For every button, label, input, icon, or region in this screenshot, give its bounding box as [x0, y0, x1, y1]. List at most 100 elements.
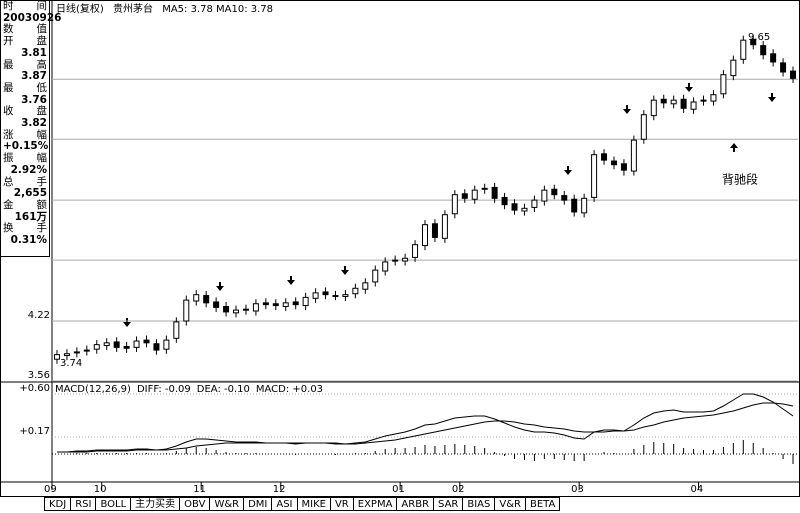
- candle-body: [252, 303, 259, 312]
- candle-body: [342, 294, 349, 297]
- candle-body: [83, 349, 90, 352]
- legend-entry: MACD: +0.03: [256, 384, 323, 395]
- candle-body: [620, 163, 627, 171]
- candle-body: [431, 223, 438, 238]
- annotation: 9.65: [748, 32, 770, 43]
- chart-title: 日线(复权): [56, 2, 104, 15]
- info-label: 总手: [3, 175, 47, 188]
- x-tick-label: 02: [452, 484, 465, 495]
- x-tick-label: 10: [94, 484, 107, 495]
- info-label: 数值: [3, 23, 47, 36]
- candle-body: [372, 269, 379, 283]
- annotation: 背驰段: [722, 172, 758, 187]
- candle-body: [422, 224, 428, 247]
- candle-body: [133, 340, 140, 348]
- tab[interactable]: EXPMA: [353, 497, 398, 511]
- macd-header: MACD(12,26,9) DIFF: -0.09 DEA: -0.10 MACD: …: [55, 384, 323, 395]
- indicator-tabs: KDJ RSI BOLL 主力买卖 OBV W&R DMI ASI MIKE VR EXPMA ARB…: [44, 497, 561, 511]
- candle-body: [740, 39, 747, 60]
- candle-body: [113, 341, 120, 348]
- tab[interactable]: BOLL: [96, 497, 132, 511]
- x-tick-label: 12: [273, 484, 286, 495]
- info-value: 3.87: [21, 70, 47, 83]
- legend-entry: DEA: -0.10: [197, 384, 250, 395]
- candle-body: [610, 160, 617, 166]
- candle-body: [630, 139, 637, 172]
- candle-body: [173, 321, 180, 339]
- candle-body: [660, 98, 667, 104]
- candle-body: [242, 308, 249, 311]
- candle-body: [53, 354, 60, 360]
- x-tick-label: 03: [571, 484, 584, 495]
- candle-body: [551, 188, 558, 196]
- info-value: 2.92%: [10, 163, 47, 176]
- x-tick-label: 04: [691, 484, 704, 495]
- tab[interactable]: 主力买卖: [131, 497, 181, 511]
- candle-body: [203, 295, 210, 304]
- tab[interactable]: RSI: [71, 497, 97, 511]
- info-label: 涨幅: [3, 128, 47, 141]
- legend-entry: DIFF: -0.09: [137, 384, 191, 395]
- candle-body: [710, 94, 717, 102]
- tab[interactable]: SAR: [434, 497, 464, 511]
- candle-body: [213, 301, 220, 308]
- info-value: 3.81: [21, 46, 47, 59]
- candle-body: [451, 194, 458, 215]
- candle-body: [272, 303, 279, 307]
- candle-body: [471, 189, 478, 200]
- candle-body: [521, 207, 528, 212]
- candle-body: [312, 292, 319, 299]
- candle-body: [352, 287, 359, 295]
- macd-line: [56, 393, 794, 453]
- tab[interactable]: OBV: [180, 497, 211, 511]
- candle-body: [362, 282, 369, 290]
- candle-body: [481, 187, 488, 190]
- x-tick-label: 01: [392, 484, 405, 495]
- candle-body: [541, 189, 548, 202]
- x-tick-label: 09: [44, 484, 57, 495]
- info-value: 20030926: [3, 11, 62, 24]
- tab[interactable]: VR: [330, 497, 354, 511]
- tab[interactable]: W&R: [210, 497, 245, 511]
- info-value: 3.82: [21, 117, 47, 130]
- tab[interactable]: BETA: [525, 497, 561, 511]
- candle-body: [790, 70, 797, 79]
- tab[interactable]: V&R: [495, 497, 526, 511]
- candle-body: [63, 353, 70, 357]
- candle-body: [720, 74, 727, 95]
- candle-body: [491, 186, 498, 199]
- tab[interactable]: ARBR: [397, 497, 435, 511]
- candle-body: [760, 45, 767, 56]
- info-label: 换手: [3, 222, 47, 235]
- tab[interactable]: ASI: [272, 497, 298, 511]
- annotation: 3.74: [60, 358, 82, 369]
- tab[interactable]: DMI: [244, 497, 273, 511]
- candle-body: [780, 62, 787, 73]
- candle-body: [531, 199, 538, 208]
- candle-body: [163, 339, 170, 350]
- y-tick-label: +0.60: [19, 383, 50, 394]
- candle-body: [730, 59, 737, 77]
- tab[interactable]: KDJ: [44, 497, 72, 511]
- candle-body: [581, 197, 588, 214]
- macd-title: MACD(12,26,9): [55, 384, 131, 395]
- candle-body: [143, 339, 150, 344]
- candle-body: [292, 301, 299, 306]
- candle-body: [103, 342, 110, 347]
- candle-body: [640, 114, 647, 140]
- candle-body: [412, 244, 419, 258]
- info-label: 振幅: [3, 152, 47, 165]
- info-value: 0.31%: [10, 234, 47, 247]
- indicators: MA5: 3.78 MA10: 3.78: [162, 4, 273, 15]
- candle-body: [183, 299, 190, 322]
- candle-body: [441, 214, 448, 239]
- candle-body: [770, 53, 777, 63]
- candle-body: [561, 195, 568, 201]
- candle-body: [223, 305, 230, 313]
- tab[interactable]: BIAS: [463, 497, 496, 511]
- info-panel: 时间 20030926 数值 开盘 3.81 最高 3.87 最低 3.76 收盘 3.82 涨幅 +0…: [0, 0, 62, 257]
- info-label: 最低: [3, 81, 47, 94]
- tab[interactable]: MIKE: [297, 497, 331, 511]
- candle-body: [650, 99, 657, 117]
